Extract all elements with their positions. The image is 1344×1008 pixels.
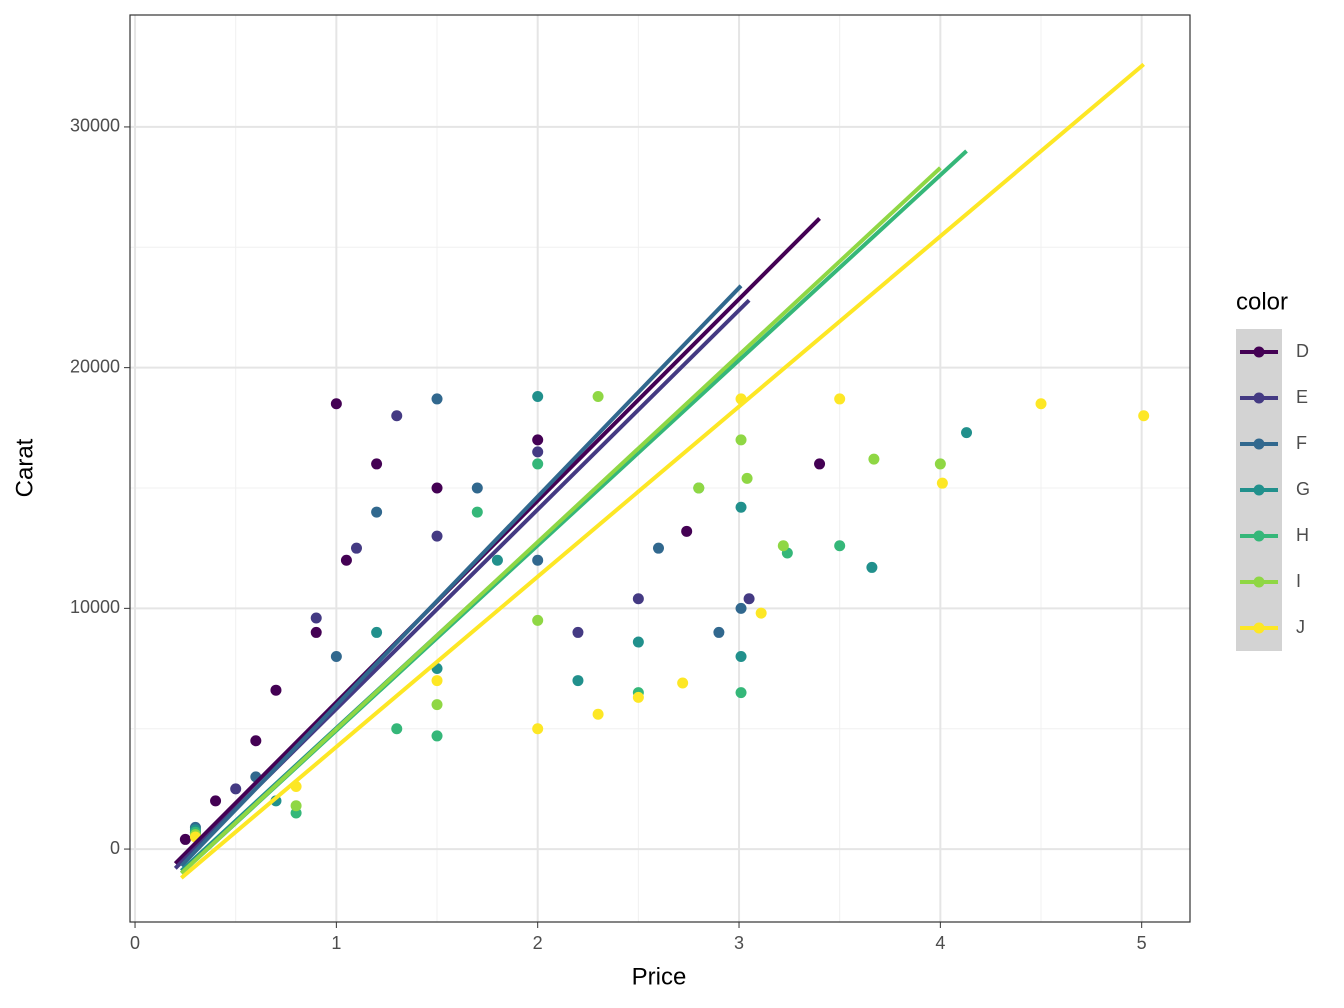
point	[270, 684, 282, 696]
legend-point	[1253, 576, 1265, 588]
point	[310, 612, 322, 624]
point	[532, 458, 544, 470]
point	[371, 506, 383, 518]
y-tick-label: 30000	[70, 116, 120, 136]
point	[868, 453, 880, 465]
point	[741, 472, 753, 484]
fit-line	[179, 166, 942, 875]
legend-label: D	[1296, 341, 1309, 361]
point	[677, 677, 689, 689]
point	[632, 636, 644, 648]
point	[210, 795, 222, 807]
point	[592, 391, 604, 403]
point	[532, 446, 544, 458]
legend-label: E	[1296, 387, 1308, 407]
x-axis-label: Price	[632, 963, 687, 990]
point	[371, 458, 383, 470]
point	[471, 506, 483, 518]
point	[371, 626, 383, 638]
point	[572, 675, 584, 687]
point	[735, 602, 747, 614]
point	[330, 398, 342, 410]
point	[735, 650, 747, 662]
x-tick-label: 0	[130, 933, 140, 953]
legend-point	[1253, 392, 1265, 404]
x-tick-label: 4	[935, 933, 945, 953]
x-tick-label: 2	[533, 933, 543, 953]
fit-line	[179, 284, 743, 868]
point	[735, 501, 747, 513]
point	[572, 626, 584, 638]
point	[431, 393, 443, 405]
y-tick-label: 20000	[70, 356, 120, 376]
x-tick-label: 5	[1137, 933, 1147, 953]
point	[532, 723, 544, 735]
legend-point	[1253, 346, 1265, 358]
x-tick-label: 3	[734, 933, 744, 953]
legend-label: G	[1296, 479, 1310, 499]
point	[532, 554, 544, 566]
legend-point	[1253, 484, 1265, 496]
y-tick-label: 10000	[70, 597, 120, 617]
legend-title: color	[1236, 288, 1288, 315]
point	[391, 723, 403, 735]
point	[230, 783, 242, 795]
legend-point	[1253, 530, 1265, 542]
fit-line	[180, 62, 1145, 880]
point	[961, 427, 973, 439]
point	[693, 482, 705, 494]
y-axis-label: Carat	[11, 438, 38, 497]
point	[834, 540, 846, 552]
point	[179, 833, 191, 845]
point	[755, 607, 767, 619]
point	[713, 626, 725, 638]
y-tick-label: 0	[110, 838, 120, 858]
point	[290, 800, 302, 812]
plot-border	[129, 14, 1191, 923]
point	[491, 554, 503, 566]
point	[532, 391, 544, 403]
point	[735, 687, 747, 699]
legend-label: H	[1296, 525, 1309, 545]
point	[632, 593, 644, 605]
point	[934, 458, 946, 470]
point	[471, 482, 483, 494]
point	[330, 650, 342, 662]
point	[532, 614, 544, 626]
legend-point	[1253, 438, 1265, 450]
point	[814, 458, 826, 470]
point	[681, 525, 693, 537]
point	[250, 735, 262, 747]
point	[532, 434, 544, 446]
point	[592, 708, 604, 720]
point	[431, 730, 443, 742]
legend-label: F	[1296, 433, 1307, 453]
legend-point	[1253, 622, 1265, 634]
point	[743, 593, 755, 605]
point	[340, 554, 352, 566]
point	[391, 410, 403, 422]
legend-label: I	[1296, 571, 1301, 591]
x-tick-label: 1	[331, 933, 341, 953]
point	[834, 393, 846, 405]
point	[431, 530, 443, 542]
point	[777, 540, 789, 552]
point	[350, 542, 362, 554]
point	[431, 482, 443, 494]
point	[936, 477, 948, 489]
point	[310, 626, 322, 638]
point	[632, 691, 644, 703]
point	[431, 699, 443, 711]
point	[1035, 398, 1047, 410]
point	[1138, 410, 1150, 422]
point	[735, 434, 747, 446]
legend-label: J	[1296, 617, 1305, 637]
point	[652, 542, 664, 554]
point	[866, 561, 878, 573]
point	[431, 675, 443, 687]
